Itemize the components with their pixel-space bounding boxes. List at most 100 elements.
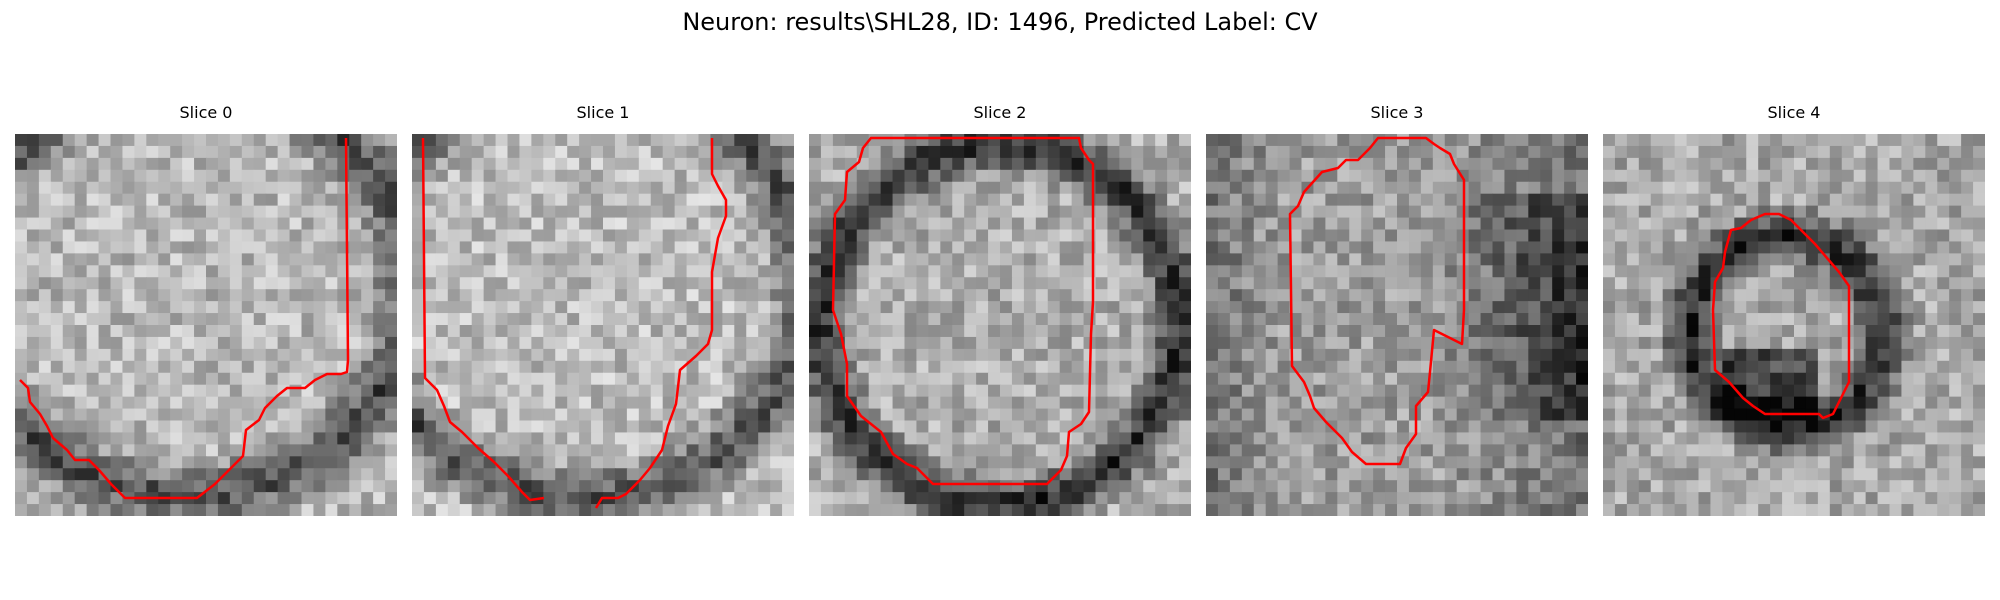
pixel <box>868 157 882 171</box>
pixel <box>579 134 592 147</box>
pixel <box>1674 456 1688 469</box>
pixel <box>868 396 882 410</box>
pixel <box>1456 480 1470 493</box>
pixel <box>385 134 397 147</box>
pixel <box>868 145 882 159</box>
pixel <box>1937 313 1950 326</box>
pixel <box>1301 157 1315 171</box>
pixel <box>1710 217 1723 231</box>
pixel <box>1000 229 1013 243</box>
pixel <box>50 480 64 493</box>
pixel <box>1638 301 1652 314</box>
pixel <box>880 348 894 362</box>
pixel <box>686 372 700 386</box>
pixel <box>1552 169 1565 183</box>
pixel <box>626 360 640 374</box>
pixel <box>1241 229 1255 243</box>
pixel <box>423 468 437 481</box>
pixel <box>916 313 929 326</box>
pixel <box>194 241 207 254</box>
pixel <box>916 396 929 410</box>
pixel <box>1853 157 1867 171</box>
pixel <box>519 229 532 243</box>
pixel <box>976 336 989 350</box>
pixel <box>1528 420 1541 434</box>
pixel <box>289 360 303 374</box>
pixel <box>638 432 652 445</box>
pixel <box>15 384 28 398</box>
pixel <box>373 145 386 159</box>
pixel <box>603 360 616 374</box>
pixel <box>892 313 906 326</box>
pixel <box>170 504 183 516</box>
pixel <box>1179 432 1191 445</box>
pixel <box>206 336 219 350</box>
pixel <box>50 396 64 410</box>
pixel <box>1829 181 1843 195</box>
pixel <box>567 456 580 469</box>
pixel <box>1229 504 1243 516</box>
pixel <box>134 241 147 254</box>
pixel <box>1973 193 1985 207</box>
pixel <box>471 205 485 219</box>
pixel <box>1901 396 1914 410</box>
pixel <box>880 313 894 326</box>
pixel <box>1925 169 1938 183</box>
pixel <box>1373 229 1386 243</box>
pixel <box>459 360 473 374</box>
pixel <box>1901 336 1914 350</box>
pixel <box>1444 360 1458 374</box>
pixel <box>746 372 759 386</box>
pixel <box>1626 169 1640 183</box>
pixel <box>1746 372 1759 386</box>
pixel <box>746 253 759 266</box>
red-contour-0 <box>19 137 350 500</box>
pixel <box>591 372 604 386</box>
pixel <box>206 169 219 183</box>
pixel <box>674 277 688 290</box>
pixel <box>1000 241 1013 254</box>
pixel <box>1662 265 1676 278</box>
pixel <box>832 181 846 195</box>
pixel <box>1925 360 1938 374</box>
pixel <box>832 360 846 374</box>
pixel <box>734 205 747 219</box>
pixel <box>483 217 497 231</box>
pixel <box>1925 253 1938 266</box>
pixel <box>1432 157 1446 171</box>
pixel <box>638 193 652 207</box>
pixel <box>1468 504 1482 516</box>
pixel <box>483 169 497 183</box>
pixel <box>110 408 124 422</box>
pixel <box>916 217 929 231</box>
pixel <box>1662 253 1676 266</box>
pixel <box>1528 145 1541 159</box>
pixel <box>710 492 723 505</box>
pixel <box>1397 408 1410 422</box>
pixel <box>1504 277 1517 290</box>
pixel <box>988 444 1001 457</box>
pixel <box>531 325 544 338</box>
pixel <box>1373 456 1386 469</box>
pixel <box>698 265 712 278</box>
pixel <box>746 325 759 338</box>
pixel <box>483 408 497 422</box>
pixel <box>122 313 135 326</box>
pixel <box>194 134 207 147</box>
pixel <box>1432 253 1446 266</box>
pixel <box>868 384 882 398</box>
pixel <box>471 360 485 374</box>
pixel <box>385 277 397 290</box>
pixel <box>1674 157 1688 171</box>
pixel <box>868 408 882 422</box>
pixel <box>1492 169 1506 183</box>
pixel <box>1877 181 1891 195</box>
pixel <box>1217 277 1231 290</box>
pixel <box>1023 420 1037 434</box>
pixel <box>603 504 616 516</box>
pixel <box>1000 134 1013 147</box>
pixel <box>194 492 207 505</box>
pixel <box>1011 217 1025 231</box>
pixel <box>471 313 485 326</box>
pixel <box>471 336 485 350</box>
